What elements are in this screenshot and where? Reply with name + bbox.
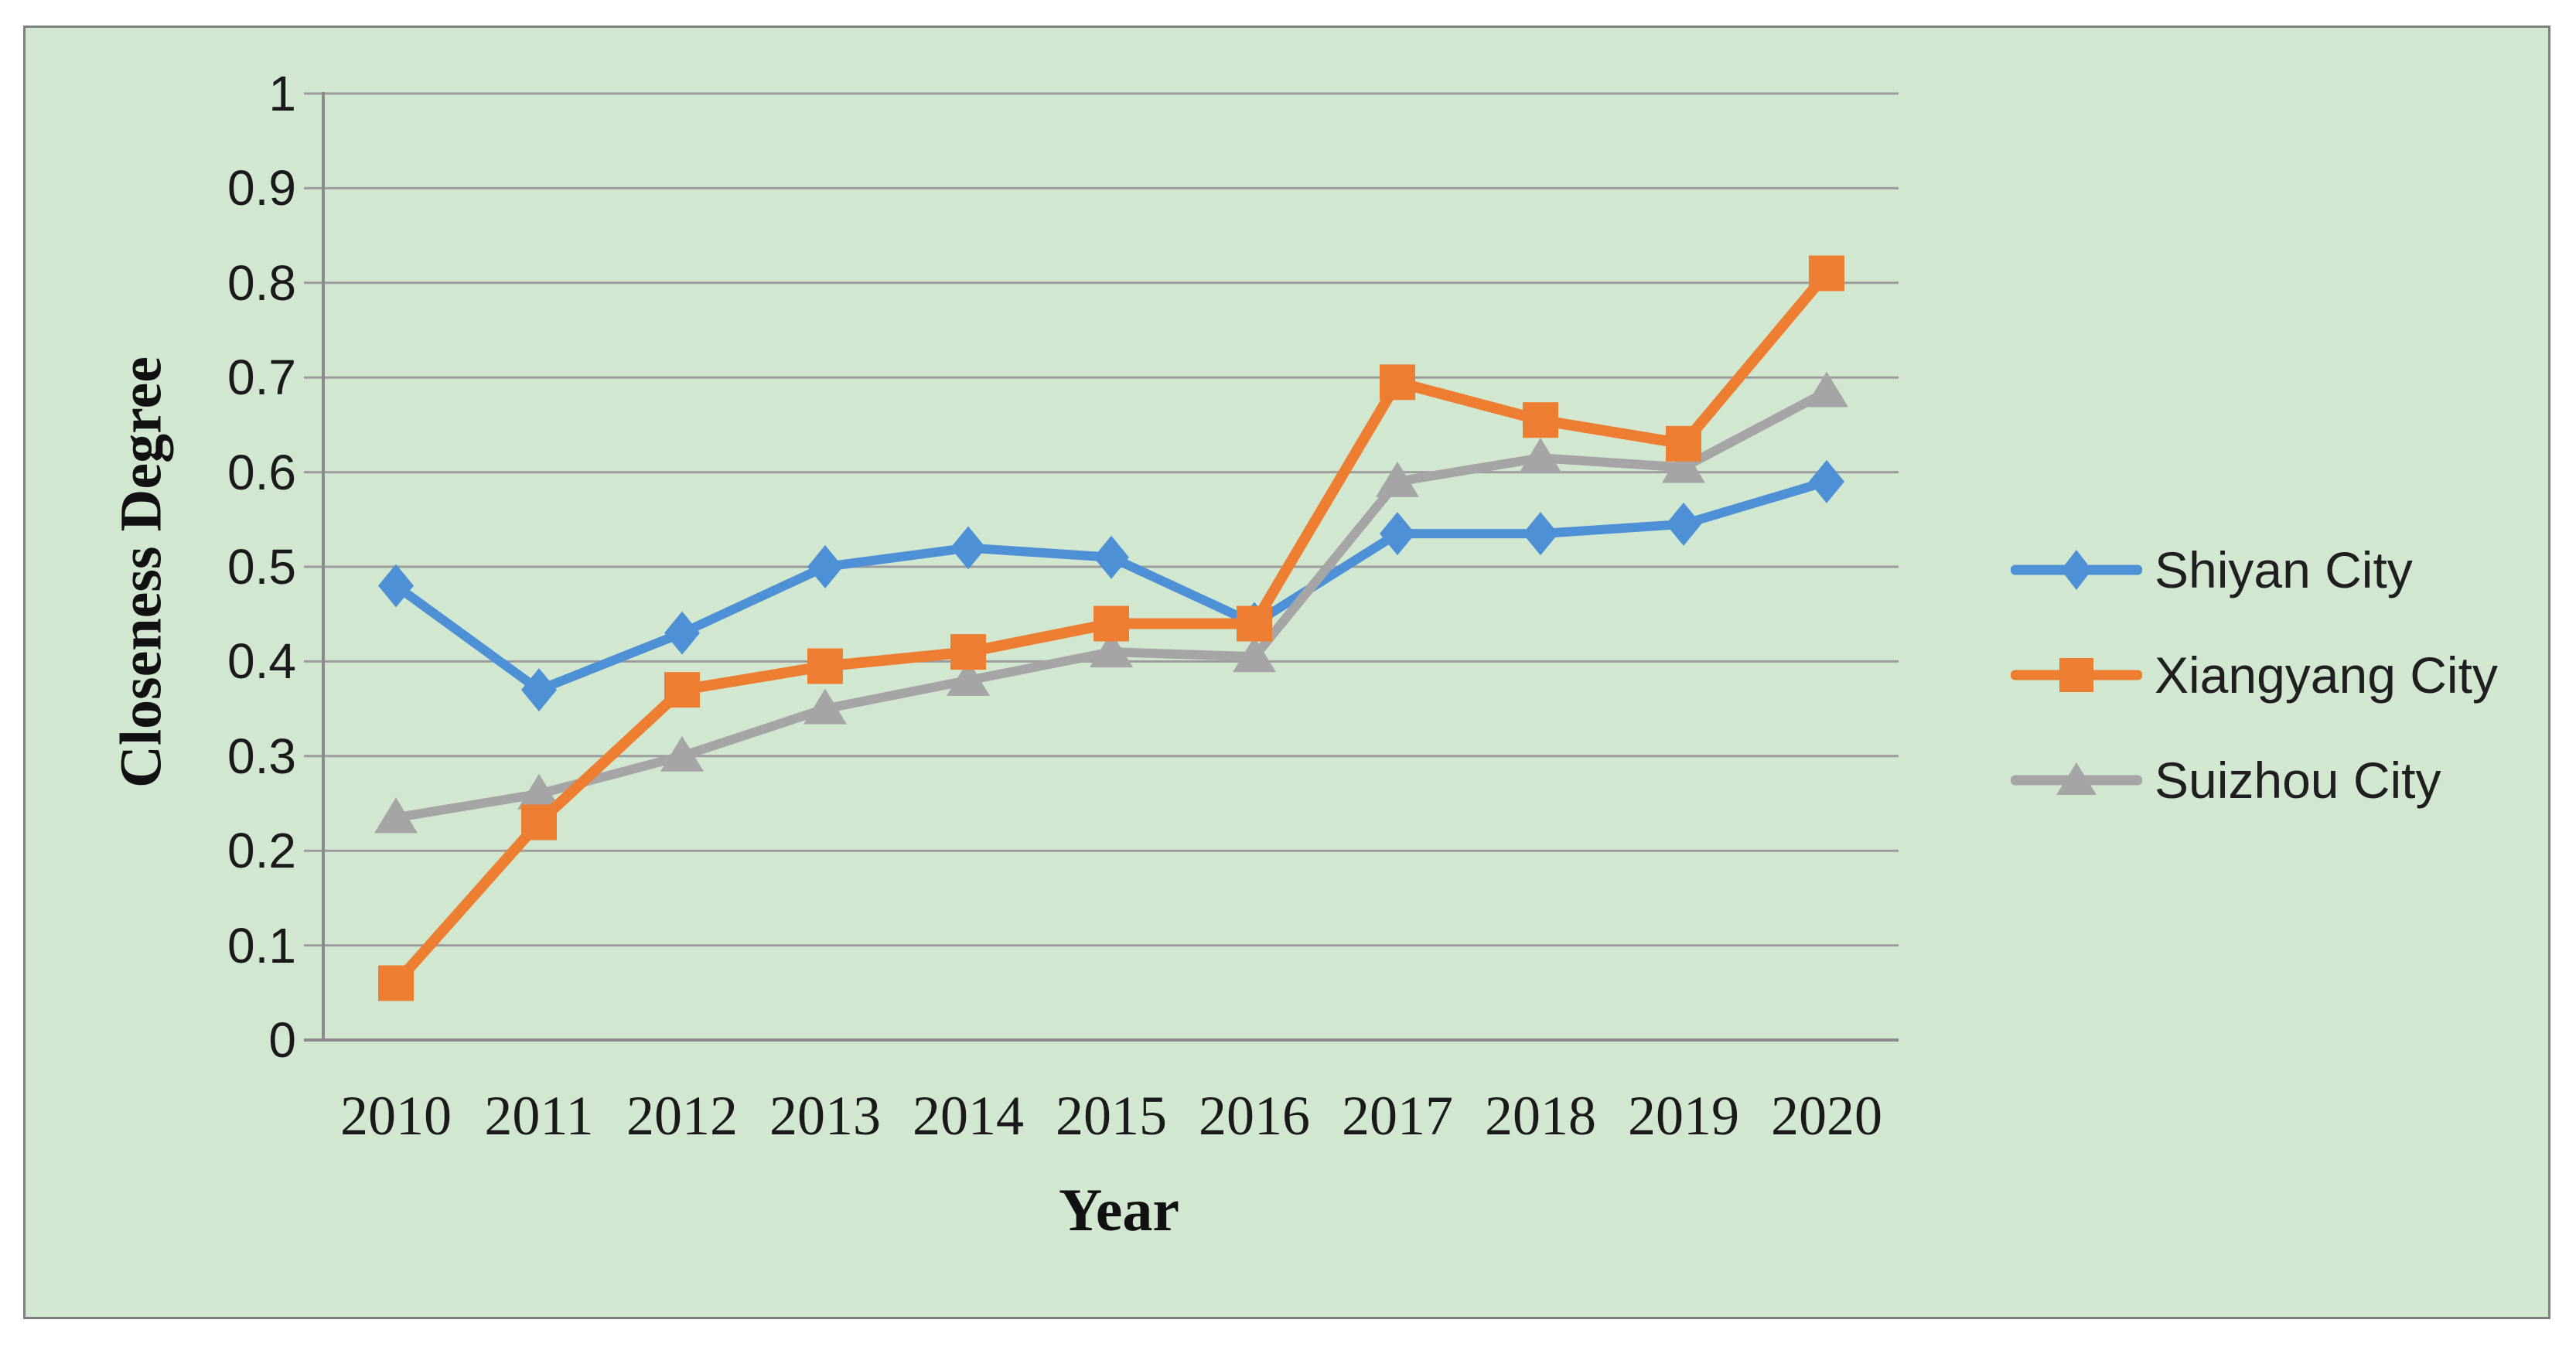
y-tick-label: 1 [268,66,296,121]
series-marker-shiyan-city [807,545,843,588]
y-tick-label: 0.4 [227,633,296,690]
x-tick-label: 2013 [769,1085,881,1147]
legend-label: Xiangyang City [2155,646,2498,704]
y-tick-label: 0.9 [227,160,296,217]
series-marker-xiangyang-city [521,804,557,841]
y-tick-label: 0.5 [227,539,296,595]
series-marker-xiangyang-city [378,965,414,1001]
x-tick-label: 2018 [1485,1085,1596,1147]
y-tick-label: 0 [268,1012,296,1068]
x-tick-label: 2017 [1342,1085,1453,1147]
legend-label: Shiyan City [2155,541,2413,598]
diamond-legend-marker-icon [2011,550,2142,590]
triangle-legend-marker-icon [2011,762,2142,795]
series-marker-shiyan-city [1666,502,1701,546]
series-marker-suizhou-city [1233,636,1276,673]
series-marker-shiyan-city [1809,459,1844,503]
series-marker-xiangyang-city [1523,402,1558,438]
square-legend-marker-icon [2011,658,2142,692]
series-marker-suizhou-city [660,735,704,772]
series-marker-suizhou-city [1519,438,1562,474]
x-tick-label: 2012 [626,1085,738,1147]
x-tick-label: 2011 [484,1085,594,1147]
y-tick-label: 0.2 [227,823,296,879]
series-marker-shiyan-city [950,526,986,570]
series-marker-suizhou-city [1805,371,1848,408]
series-marker-shiyan-city [1094,535,1129,579]
series-marker-xiangyang-city [1094,605,1129,642]
series-marker-suizhou-city [947,660,990,696]
series-marker-shiyan-city [1523,512,1558,556]
y-tick-label: 0.6 [227,444,296,500]
x-tick-label: 2016 [1199,1085,1310,1147]
series-marker-xiangyang-city [950,634,986,670]
legend-item: Xiangyang City [2011,640,2498,710]
y-tick-label: 0.7 [227,350,296,406]
legend-label: Suizhou City [2155,752,2441,809]
series-marker-xiangyang-city [1666,425,1701,462]
series-marker-suizhou-city [1662,447,1705,483]
y-axis-title: Closeness Degree [108,356,174,788]
series-marker-shiyan-city [1380,512,1415,556]
x-tick-label: 2014 [913,1085,1024,1147]
series-marker-suizhou-city [1090,632,1133,668]
series-marker-xiangyang-city [807,648,843,684]
series-marker-shiyan-city [378,564,414,608]
y-tick-label: 0.1 [227,917,296,974]
x-tick-label: 2010 [340,1085,452,1147]
series-marker-xiangyang-city [664,672,700,708]
series-marker-suizhou-city [804,688,847,725]
x-tick-label: 2020 [1771,1085,1882,1147]
x-tick-label: 2019 [1628,1085,1739,1147]
series-marker-shiyan-city [664,611,700,655]
series-marker-suizhou-city [1376,461,1419,497]
series-marker-suizhou-city [517,773,561,810]
legend-item: Shiyan City [2011,535,2413,605]
legend-item: Suizhou City [2011,745,2441,815]
series-marker-xiangyang-city [1809,255,1844,292]
series-marker-xiangyang-city [1237,605,1272,642]
y-tick-label: 0.3 [227,728,296,784]
series-marker-shiyan-city [521,668,557,712]
series-marker-suizhou-city [374,797,418,834]
series-marker-xiangyang-city [1380,364,1415,401]
x-tick-label: 2015 [1056,1085,1167,1147]
y-tick-label: 0.8 [227,254,296,311]
x-axis-title: Year [1059,1176,1179,1243]
